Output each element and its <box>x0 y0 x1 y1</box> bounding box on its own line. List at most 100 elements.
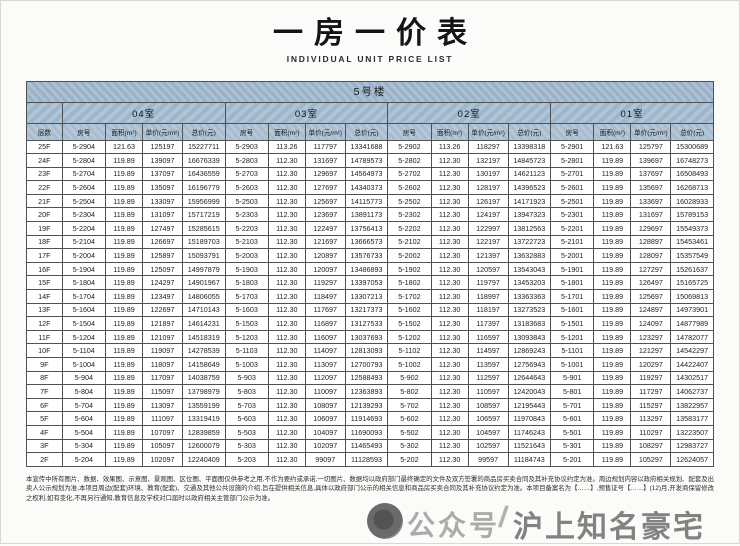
area-cell: 112.30 <box>267 411 306 426</box>
room-cell: 5-1004 <box>61 357 106 372</box>
area-cell: 112.30 <box>267 289 306 304</box>
total-price-cell: 13127533 <box>344 316 389 331</box>
total-price-cell: 14340373 <box>344 180 389 195</box>
unit-price-cell: 127697 <box>304 180 346 195</box>
room-cell: 5-2803 <box>224 153 269 168</box>
unit-price-cell: 128897 <box>630 234 672 250</box>
floor-cell: 3F <box>26 438 63 454</box>
total-price-cell: 14038759 <box>181 370 226 386</box>
col-header-floor: 层数 <box>26 122 63 141</box>
area-cell: 119.89 <box>593 153 632 168</box>
area-cell: 119.89 <box>593 275 632 291</box>
table-row: 6F 5-704 119.89 113097 13559199 5-703 112.30 10… <box>26 397 714 413</box>
unit-price-cell: 119797 <box>467 275 509 291</box>
table-row: 2F 5-204 119.89 102097 12240409 5-203 112.30 99… <box>26 452 714 467</box>
page-title: 一房一价表 <box>273 16 478 51</box>
unit-price-cell: 131697 <box>304 153 346 168</box>
area-cell: 112.30 <box>267 397 306 413</box>
area-cell: 112.30 <box>267 166 306 182</box>
room-cell: 5-2002 <box>387 248 432 263</box>
total-price-cell: 16436559 <box>181 166 226 182</box>
room-cell: 5-2701 <box>550 166 595 182</box>
area-cell: 112.30 <box>430 207 469 223</box>
area-cell: 119.89 <box>593 452 632 467</box>
area-cell: 112.30 <box>267 452 306 467</box>
room-cell: 5-1203 <box>224 329 269 345</box>
room-cell: 5-1002 <box>387 357 432 372</box>
area-cell: 119.89 <box>593 411 632 426</box>
room-cell: 5-701 <box>550 397 595 413</box>
floor-cell: 17F <box>26 248 63 263</box>
unit-price-cell: 99097 <box>304 452 346 467</box>
unit-price-cell: 118497 <box>304 289 346 304</box>
total-price-cell: 15069813 <box>670 289 714 304</box>
unit-price-cell: 107097 <box>142 424 183 440</box>
unit-price-cell: 129697 <box>304 166 346 182</box>
room-cell: 5-1104 <box>61 343 106 358</box>
area-cell: 119.89 <box>104 438 144 454</box>
total-price-cell: 13223507 <box>670 424 714 440</box>
room-cell: 5-1904 <box>61 261 106 277</box>
room-cell: 5-1504 <box>61 316 106 331</box>
area-cell: 119.89 <box>593 166 632 182</box>
total-price-cell: 16196779 <box>181 180 226 195</box>
room-cell: 5-601 <box>550 411 595 426</box>
total-price-cell: 11970843 <box>507 411 552 426</box>
unit-price-cell: 110297 <box>630 424 672 440</box>
room-cell: 5-1204 <box>61 329 106 345</box>
total-price-cell: 15189703 <box>181 234 226 250</box>
total-price-cell: 16676339 <box>181 153 226 168</box>
unit-price-cell: 102597 <box>467 438 509 454</box>
total-price-cell: 16268713 <box>670 180 714 195</box>
total-price-cell: 12420043 <box>507 384 552 399</box>
room-cell: 5-2302 <box>387 207 432 223</box>
area-cell: 119.89 <box>104 370 144 386</box>
room-cell: 5-1704 <box>61 289 106 304</box>
col-header-room: 房号 <box>387 122 432 141</box>
unit-price-cell: 112597 <box>467 370 509 386</box>
price-table: 5号楼 04室 03室 02室 01室 层数 房号 面积(m²) 单价(元/m²) 总… <box>26 80 714 467</box>
total-price-cell: 15453461 <box>670 234 714 250</box>
room-cell: 5-803 <box>224 384 269 399</box>
area-cell: 112.30 <box>267 221 306 236</box>
area-cell: 112.30 <box>430 397 469 413</box>
area-cell: 119.89 <box>593 357 632 372</box>
total-price-cell: 12195443 <box>507 397 552 413</box>
room-cell: 5-1102 <box>387 343 432 358</box>
area-cell: 112.30 <box>267 234 306 250</box>
room-cell: 5-2904 <box>61 139 106 155</box>
unit-price-cell: 122997 <box>467 221 509 236</box>
table-row: 10F 5-1104 119.89 119097 14278539 5-1103 112.3… <box>26 343 714 358</box>
area-cell: 119.89 <box>593 234 632 250</box>
total-price-cell: 13217373 <box>344 302 389 318</box>
area-cell: 112.30 <box>430 166 469 182</box>
room-cell: 5-1602 <box>387 302 432 318</box>
area-cell: 112.30 <box>430 357 469 372</box>
area-cell: 119.89 <box>593 221 632 236</box>
col-header-unit-price: 单价(元/m²) <box>142 122 183 141</box>
total-price-cell: 15261637 <box>670 261 714 277</box>
total-price-cell: 14302517 <box>670 370 714 386</box>
room-cell: 5-1903 <box>224 261 269 277</box>
floor-cell: 22F <box>26 180 63 195</box>
total-price-cell: 13453203 <box>507 275 552 291</box>
area-cell: 119.89 <box>593 261 632 277</box>
unit-price-cell: 110597 <box>467 384 509 399</box>
area-cell: 119.89 <box>104 343 144 358</box>
total-price-cell: 12600079 <box>181 438 226 454</box>
room-cell: 5-2202 <box>387 221 432 236</box>
total-price-cell: 13632883 <box>507 248 552 263</box>
unit-price-cell: 108297 <box>630 438 672 454</box>
total-price-cell: 13183683 <box>507 316 552 331</box>
total-price-cell: 13822957 <box>670 397 714 413</box>
room-cell: 5-2502 <box>387 193 432 209</box>
room-cell: 5-2303 <box>224 207 269 223</box>
room-cell: 5-704 <box>61 397 106 413</box>
column-header-row: 层数 房号 面积(m²) 单价(元/m²) 总价(元) 房号 面积(m²) 单价(元/m²)… <box>26 122 714 141</box>
room-cell: 5-1703 <box>224 289 269 304</box>
area-cell: 112.30 <box>430 234 469 250</box>
unit-price-cell: 125197 <box>142 139 183 155</box>
area-cell: 119.89 <box>104 275 144 291</box>
total-price-cell: 15093791 <box>181 248 226 263</box>
total-price-cell: 14621123 <box>507 166 552 182</box>
